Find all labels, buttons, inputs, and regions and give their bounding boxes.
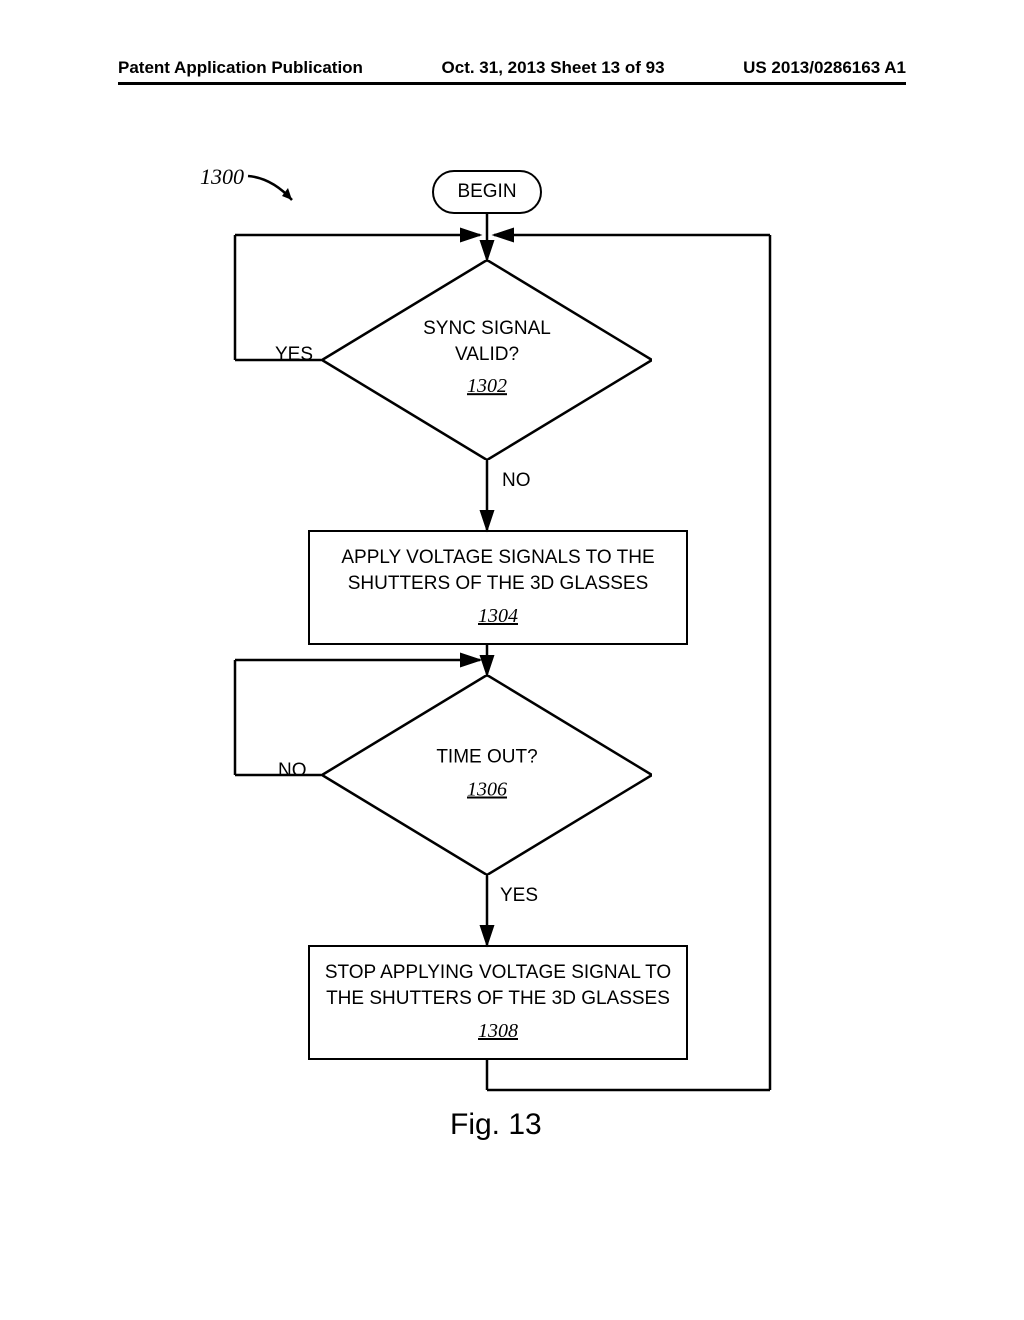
node-process-1308: STOP APPLYING VOLTAGE SIGNAL TO THE SHUT… bbox=[308, 945, 688, 1060]
ref-arrow-icon bbox=[244, 172, 314, 212]
process-1308-ref: 1308 bbox=[478, 1018, 518, 1045]
header-rule bbox=[118, 82, 906, 85]
header-center: Oct. 31, 2013 Sheet 13 of 93 bbox=[442, 58, 665, 78]
node-decision-1302-text: SYNC SIGNAL VALID? 1302 bbox=[423, 316, 551, 400]
flowchart-canvas: 1300 BEGIN SYNC SIGNAL VALID? 1302 APPLY… bbox=[0, 100, 1024, 1200]
node-process-1304: APPLY VOLTAGE SIGNALS TO THE SHUTTERS OF… bbox=[308, 530, 688, 645]
decision-1306-label: TIME OUT? bbox=[436, 747, 537, 768]
page-header: Patent Application Publication Oct. 31, … bbox=[0, 58, 1024, 78]
edge-label-1306-yes: YES bbox=[500, 885, 538, 907]
flowchart-ref-number: 1300 bbox=[200, 164, 244, 190]
process-1304-ref: 1304 bbox=[478, 603, 518, 630]
process-1304-label: APPLY VOLTAGE SIGNALS TO THE SHUTTERS OF… bbox=[341, 545, 654, 596]
decision-1302-label: SYNC SIGNAL VALID? bbox=[423, 318, 551, 365]
edge-label-1306-no: NO bbox=[278, 760, 307, 782]
header-right: US 2013/0286163 A1 bbox=[743, 58, 906, 78]
process-1308-label: STOP APPLYING VOLTAGE SIGNAL TO THE SHUT… bbox=[325, 960, 671, 1011]
figure-caption: Fig. 13 bbox=[450, 1108, 542, 1142]
node-decision-1306: TIME OUT? 1306 bbox=[322, 675, 652, 875]
node-begin: BEGIN bbox=[432, 170, 542, 214]
decision-1306-ref: 1306 bbox=[436, 776, 537, 803]
node-begin-label: BEGIN bbox=[457, 181, 516, 203]
header-left: Patent Application Publication bbox=[118, 58, 363, 78]
node-decision-1306-text: TIME OUT? 1306 bbox=[436, 745, 537, 804]
node-decision-1302: SYNC SIGNAL VALID? 1302 bbox=[322, 260, 652, 460]
edge-label-1302-no: NO bbox=[502, 470, 531, 492]
edge-label-1302-yes: YES bbox=[275, 344, 313, 366]
decision-1302-ref: 1302 bbox=[423, 373, 551, 400]
